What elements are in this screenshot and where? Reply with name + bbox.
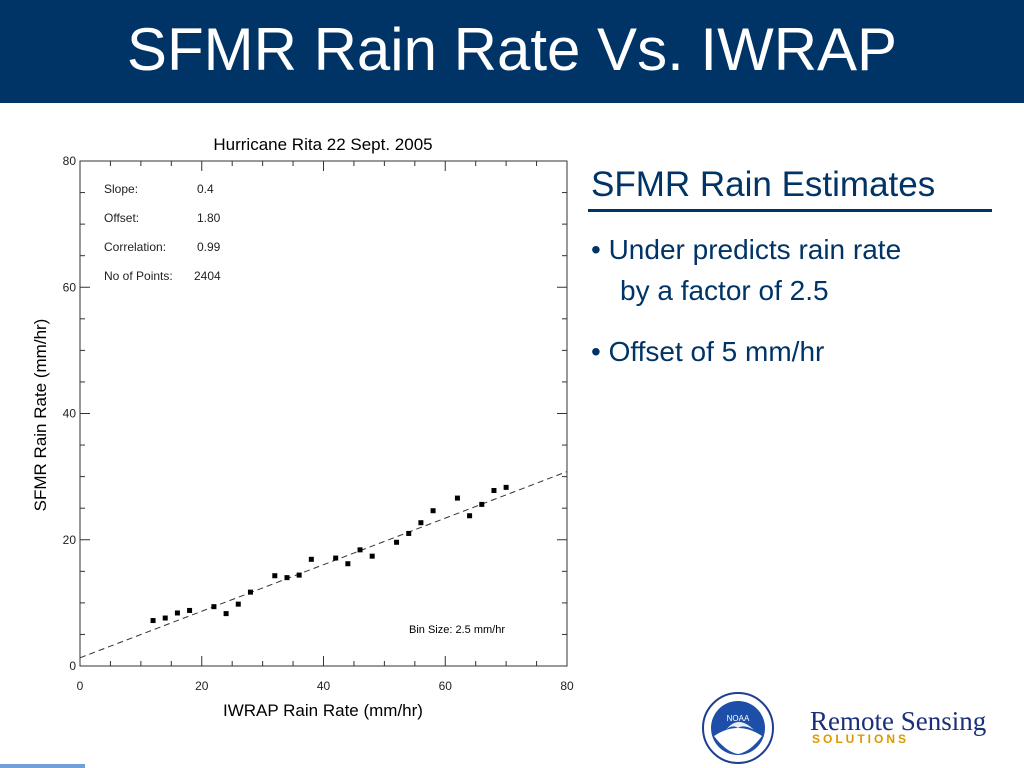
data-point [406, 530, 412, 536]
x-tick-label: 80 [560, 679, 574, 693]
stat-label: Offset: [104, 211, 139, 225]
data-point [454, 495, 460, 501]
bullet-offset: • Offset of 5 mm/hr [591, 336, 825, 367]
slide-title: SFMR Rain Rate Vs. IWRAP [126, 16, 898, 83]
noaa-logo-label: NOAA [727, 714, 750, 723]
data-point [430, 508, 436, 514]
data-point [333, 555, 339, 561]
data-point [369, 553, 375, 559]
data-point [308, 556, 314, 562]
noaa-logo: NOAA [702, 692, 774, 764]
x-axis-label: IWRAP Rain Rate (mm/hr) [223, 701, 423, 720]
y-tick-label: 20 [63, 533, 77, 547]
stat-value: 0.99 [197, 240, 221, 254]
stat-value: 0.4 [197, 182, 214, 196]
x-tick-label: 0 [77, 679, 84, 693]
fit-line [79, 471, 568, 659]
section-heading: SFMR Rain Estimates [591, 165, 936, 204]
data-point [235, 601, 241, 607]
x-tick-label: 60 [439, 679, 453, 693]
stat-value: 2404 [194, 269, 221, 283]
bullet-factor: by a factor of 2.5 [620, 275, 829, 306]
remote-sensing-logo-subtext: SOLUTIONS [812, 732, 910, 746]
data-point [174, 610, 180, 616]
x-tick-label: 40 [317, 679, 331, 693]
y-tick-label: 60 [63, 280, 77, 294]
data-point [503, 484, 509, 490]
data-point [491, 488, 497, 494]
y-axis-label: SFMR Rain Rate (mm/hr) [31, 319, 50, 512]
bottom-accent-bar [0, 764, 85, 768]
heading-underline [588, 209, 992, 212]
plot-frame [79, 160, 568, 667]
data-point [418, 520, 424, 526]
scatter-chart: Hurricane Rita 22 Sept. 2005 0 20 40 60 80 0 2… [31, 135, 574, 720]
stat-label: Slope: [104, 182, 138, 196]
y-tick-label: 40 [63, 407, 77, 421]
chart-title: Hurricane Rita 22 Sept. 2005 [213, 135, 432, 154]
remote-sensing-logo-text: Remote Sensing [810, 706, 987, 736]
stat-label: Correlation: [104, 240, 166, 254]
x-tick-label: 20 [195, 679, 209, 693]
data-point [284, 575, 290, 581]
data-point [162, 615, 168, 621]
data-point [479, 501, 485, 507]
data-point [467, 513, 473, 519]
data-point [272, 573, 278, 579]
data-point [357, 547, 363, 553]
bullet-underpredicts: • Under predicts rain rate [591, 234, 902, 265]
stat-value: 1.80 [197, 211, 221, 225]
y-tick-label: 0 [69, 659, 76, 673]
data-point [187, 607, 193, 613]
data-point [211, 604, 217, 610]
data-point [296, 572, 302, 578]
stat-label: No of Points: [104, 269, 173, 283]
bin-size-annotation: Bin Size: 2.5 mm/hr [409, 624, 505, 636]
data-point [247, 589, 253, 595]
data-point [394, 539, 400, 545]
y-tick-label: 80 [63, 154, 77, 168]
data-point [345, 561, 351, 567]
data-point [150, 618, 156, 624]
data-point [223, 611, 229, 617]
title-bar: SFMR Rain Rate Vs. IWRAP [0, 0, 1024, 103]
